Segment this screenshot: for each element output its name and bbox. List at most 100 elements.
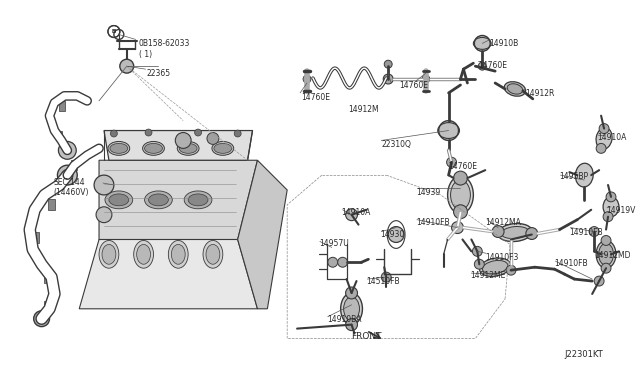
Text: 22310Q: 22310Q	[381, 141, 411, 150]
Ellipse shape	[184, 191, 212, 209]
Text: FRONT: FRONT	[351, 331, 382, 341]
Ellipse shape	[596, 128, 612, 149]
Text: 14957U: 14957U	[319, 240, 349, 248]
Ellipse shape	[507, 84, 523, 94]
Ellipse shape	[212, 141, 234, 155]
Ellipse shape	[177, 141, 199, 155]
Ellipse shape	[206, 244, 220, 264]
Text: 14760E: 14760E	[301, 93, 330, 102]
Text: B: B	[112, 29, 116, 34]
Circle shape	[346, 287, 358, 299]
Ellipse shape	[148, 194, 168, 206]
Bar	[56, 131, 62, 140]
Circle shape	[599, 124, 609, 134]
Ellipse shape	[168, 240, 188, 268]
Circle shape	[603, 212, 613, 222]
Text: 14910A: 14910A	[342, 208, 371, 217]
Ellipse shape	[137, 244, 150, 264]
Circle shape	[452, 222, 463, 234]
Text: 14912ME: 14912ME	[470, 271, 506, 280]
Circle shape	[328, 257, 338, 267]
Circle shape	[422, 75, 430, 83]
Ellipse shape	[109, 194, 129, 206]
Circle shape	[175, 132, 191, 148]
Circle shape	[195, 129, 202, 136]
Bar	[60, 101, 65, 110]
Text: 22365: 22365	[147, 69, 171, 78]
Ellipse shape	[603, 197, 619, 217]
Text: SEC.144
(14460V): SEC.144 (14460V)	[54, 178, 89, 198]
Circle shape	[526, 228, 538, 240]
Ellipse shape	[479, 258, 511, 276]
Text: 14919V: 14919V	[606, 206, 636, 215]
Circle shape	[454, 205, 467, 219]
Circle shape	[338, 257, 348, 267]
Text: 14910A: 14910A	[597, 132, 627, 141]
Text: B: B	[112, 29, 116, 34]
Ellipse shape	[188, 194, 208, 206]
Ellipse shape	[172, 244, 185, 264]
Ellipse shape	[596, 240, 616, 268]
Text: 14910B: 14910B	[489, 39, 518, 48]
Bar	[48, 199, 55, 210]
Ellipse shape	[203, 240, 223, 268]
Text: 14912R: 14912R	[525, 89, 554, 98]
Circle shape	[96, 207, 112, 222]
Bar	[32, 232, 39, 243]
Ellipse shape	[179, 144, 197, 153]
Circle shape	[234, 130, 241, 137]
Circle shape	[111, 130, 117, 137]
Circle shape	[474, 259, 484, 269]
Circle shape	[383, 74, 393, 84]
Bar	[44, 301, 51, 312]
Ellipse shape	[340, 293, 362, 325]
Ellipse shape	[501, 227, 529, 238]
Text: 14760E: 14760E	[449, 162, 477, 171]
Circle shape	[438, 121, 458, 141]
Ellipse shape	[102, 244, 116, 264]
Text: 0B158-62033
( 1): 0B158-62033 ( 1)	[139, 39, 190, 59]
Ellipse shape	[483, 260, 508, 274]
Circle shape	[303, 75, 311, 83]
Ellipse shape	[504, 82, 525, 96]
Circle shape	[207, 132, 219, 144]
Circle shape	[601, 235, 611, 246]
Text: 14910BA: 14910BA	[327, 315, 362, 324]
Ellipse shape	[110, 144, 128, 153]
Text: 14912MA: 14912MA	[485, 218, 521, 227]
Polygon shape	[99, 160, 257, 240]
Circle shape	[447, 157, 456, 167]
Text: 14910FB: 14910FB	[416, 218, 449, 227]
Circle shape	[601, 263, 611, 273]
Circle shape	[606, 192, 616, 202]
Circle shape	[384, 60, 392, 68]
Text: 14912MD: 14912MD	[594, 251, 630, 260]
Ellipse shape	[105, 191, 132, 209]
Ellipse shape	[143, 141, 164, 155]
Text: 14910FB: 14910FB	[555, 259, 588, 268]
Text: 14939: 14939	[416, 188, 440, 197]
Ellipse shape	[145, 191, 172, 209]
Text: 14930: 14930	[380, 230, 404, 238]
Circle shape	[120, 59, 134, 73]
Ellipse shape	[145, 144, 163, 153]
Circle shape	[346, 209, 358, 221]
Circle shape	[596, 144, 606, 153]
Text: 14912M: 14912M	[349, 105, 380, 114]
Circle shape	[145, 129, 152, 136]
Text: 14910F3: 14910F3	[485, 253, 518, 262]
Bar	[71, 160, 77, 170]
Ellipse shape	[498, 224, 532, 241]
Polygon shape	[79, 240, 257, 309]
Circle shape	[472, 246, 483, 256]
Bar	[44, 272, 51, 283]
Text: J22301KT: J22301KT	[564, 350, 604, 359]
Circle shape	[492, 225, 504, 237]
Ellipse shape	[451, 180, 470, 210]
Polygon shape	[104, 131, 253, 160]
Ellipse shape	[598, 243, 614, 265]
Circle shape	[58, 165, 77, 185]
Text: 1495BP: 1495BP	[559, 172, 589, 181]
Ellipse shape	[575, 163, 593, 187]
Text: 14910FB: 14910FB	[570, 228, 603, 237]
